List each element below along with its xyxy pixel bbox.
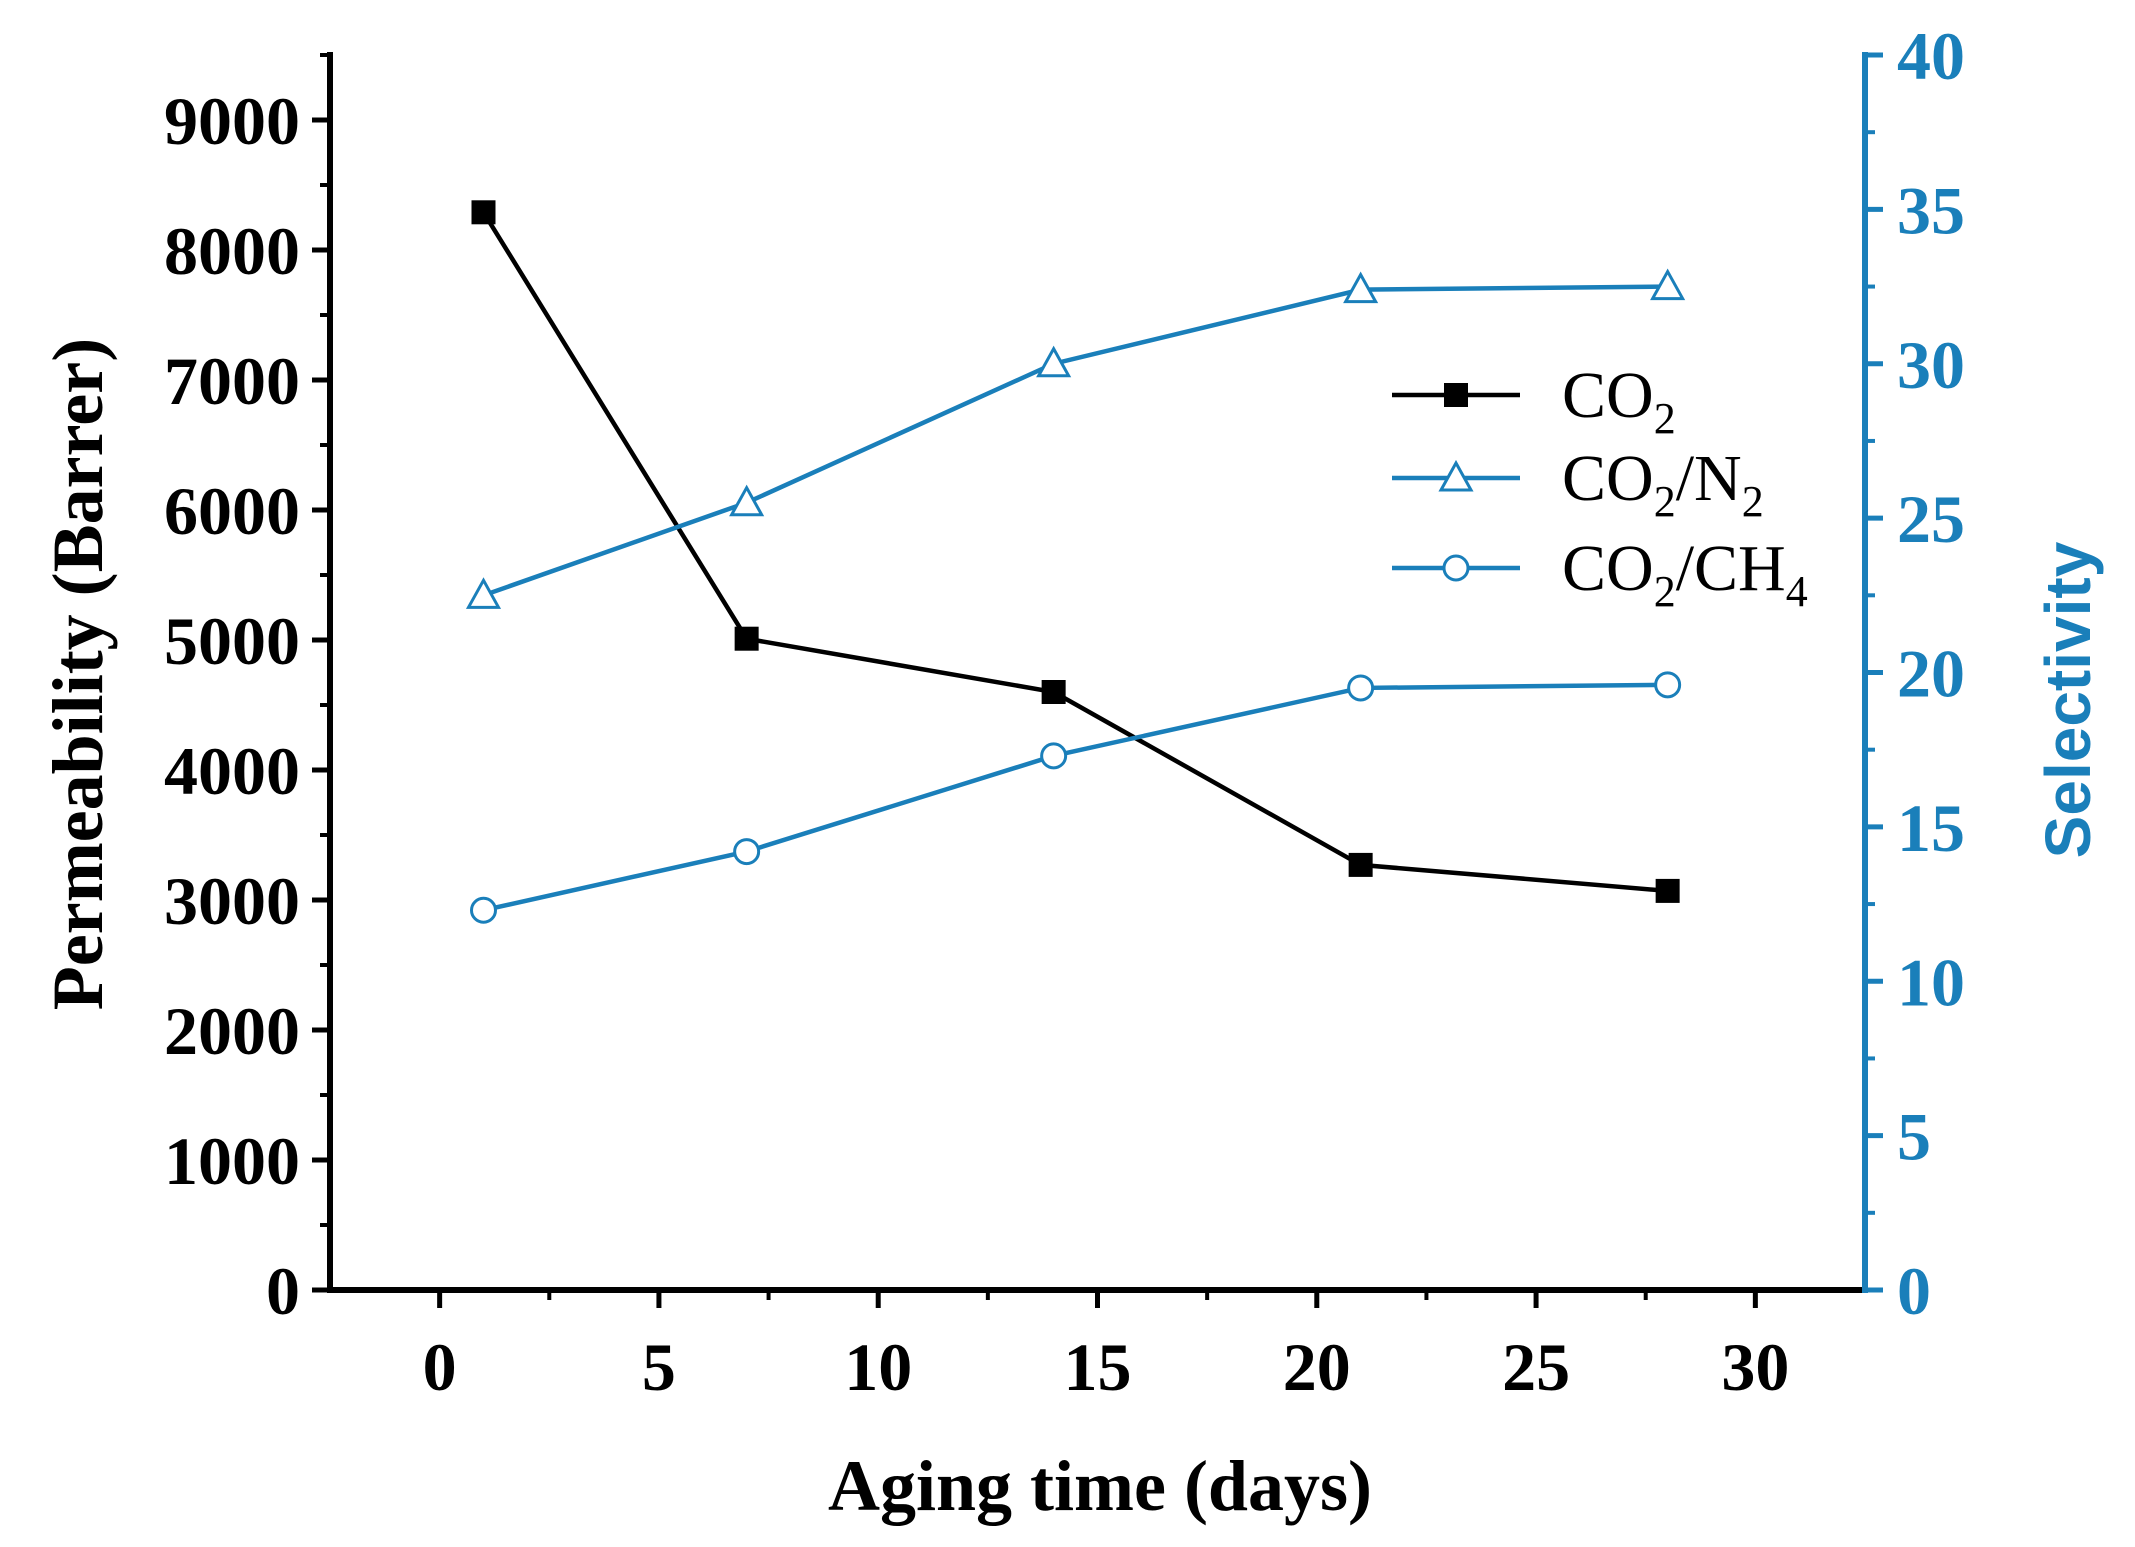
x-tick-label: 20: [1283, 1329, 1351, 1405]
y-left-tick-label: 2000: [164, 993, 300, 1069]
y-right-tick-label: 5: [1897, 1099, 1931, 1175]
data-point-0-4: [1655, 878, 1680, 903]
y-right-tick-label: 0: [1897, 1253, 1931, 1329]
x-tick-label: 25: [1502, 1329, 1570, 1405]
y-right-tick-label: 20: [1897, 636, 1965, 712]
data-point-2-3: [1347, 674, 1375, 702]
x-axis: 0 5 10 15 20 25 30: [423, 1290, 1789, 1405]
data-point-0-0: [471, 200, 496, 225]
legend-marker: [1442, 554, 1470, 582]
y-left-tick-label: 1000: [164, 1123, 300, 1199]
legend-entry-2: CO2/CH4: [1392, 532, 1808, 616]
data-point-1-4: [1650, 268, 1686, 301]
y-right-tick-label: 35: [1897, 172, 1965, 248]
data-point-1-0: [465, 577, 502, 609]
data-point-1-2: [1036, 345, 1072, 378]
y-left-tick-label: 3000: [164, 863, 300, 939]
data-point-0-3: [1348, 852, 1373, 877]
x-tick-label: 15: [1064, 1329, 1132, 1405]
y-right-tick-label: 10: [1897, 944, 1965, 1020]
y-left-tick-label: 5000: [164, 603, 300, 679]
y-right-axis: 0 5 10 15 20 25 30 35 40: [1865, 18, 1965, 1329]
y-left-tick-label: 4000: [164, 733, 300, 809]
y-right-tick-label: 40: [1897, 18, 1965, 94]
y-left-axis: 0 1000 2000 3000 4000 5000 6000 7000 8000 9000: [164, 53, 330, 1329]
y-left-tick-label: 6000: [164, 473, 300, 549]
legend-entry-1: CO2/N2: [1392, 442, 1764, 526]
data-point-2-1: [733, 838, 761, 866]
x-axis-title: Aging time (days): [828, 1446, 1372, 1526]
data-point-2-0: [470, 896, 497, 924]
legend-label: CO2: [1562, 359, 1676, 443]
x-tick-label: 10: [844, 1329, 912, 1405]
plot-frame: [327, 52, 1868, 1293]
data-point-2-2: [1040, 742, 1068, 770]
y-right-axis-title: Selectivity: [2032, 541, 2104, 858]
data-point-1-3: [1343, 271, 1379, 304]
legend-label: CO2/N2: [1562, 442, 1764, 526]
y-right-tick-label: 30: [1897, 327, 1965, 403]
y-left-tick-label: 7000: [164, 343, 300, 419]
x-tick-label: 0: [423, 1329, 457, 1405]
y-left-tick-label: 9000: [164, 83, 300, 159]
y-right-tick-label: 25: [1897, 481, 1965, 557]
x-tick-label: 30: [1721, 1329, 1789, 1405]
y-right-tick-label: 15: [1897, 790, 1965, 866]
series-line-0: [481, 211, 1668, 894]
data-point-2-4: [1654, 671, 1682, 699]
legend-label: CO2/CH4: [1562, 532, 1808, 616]
data-point-1-1: [729, 484, 765, 517]
x-tick-label: 5: [642, 1329, 676, 1405]
legend-marker: [1438, 459, 1474, 492]
data-point-0-2: [1041, 680, 1066, 704]
data-point-0-1: [734, 626, 759, 651]
y-left-tick-label: 8000: [164, 213, 300, 289]
legend-marker: [1444, 383, 1468, 407]
series-line-1: [482, 284, 1668, 598]
y-left-axis-title: Permeability (Barrer): [38, 338, 118, 1010]
y-left-tick-label: 0: [266, 1253, 300, 1329]
legend-entry-0: CO2: [1392, 359, 1676, 443]
series-layer: [465, 200, 1686, 924]
